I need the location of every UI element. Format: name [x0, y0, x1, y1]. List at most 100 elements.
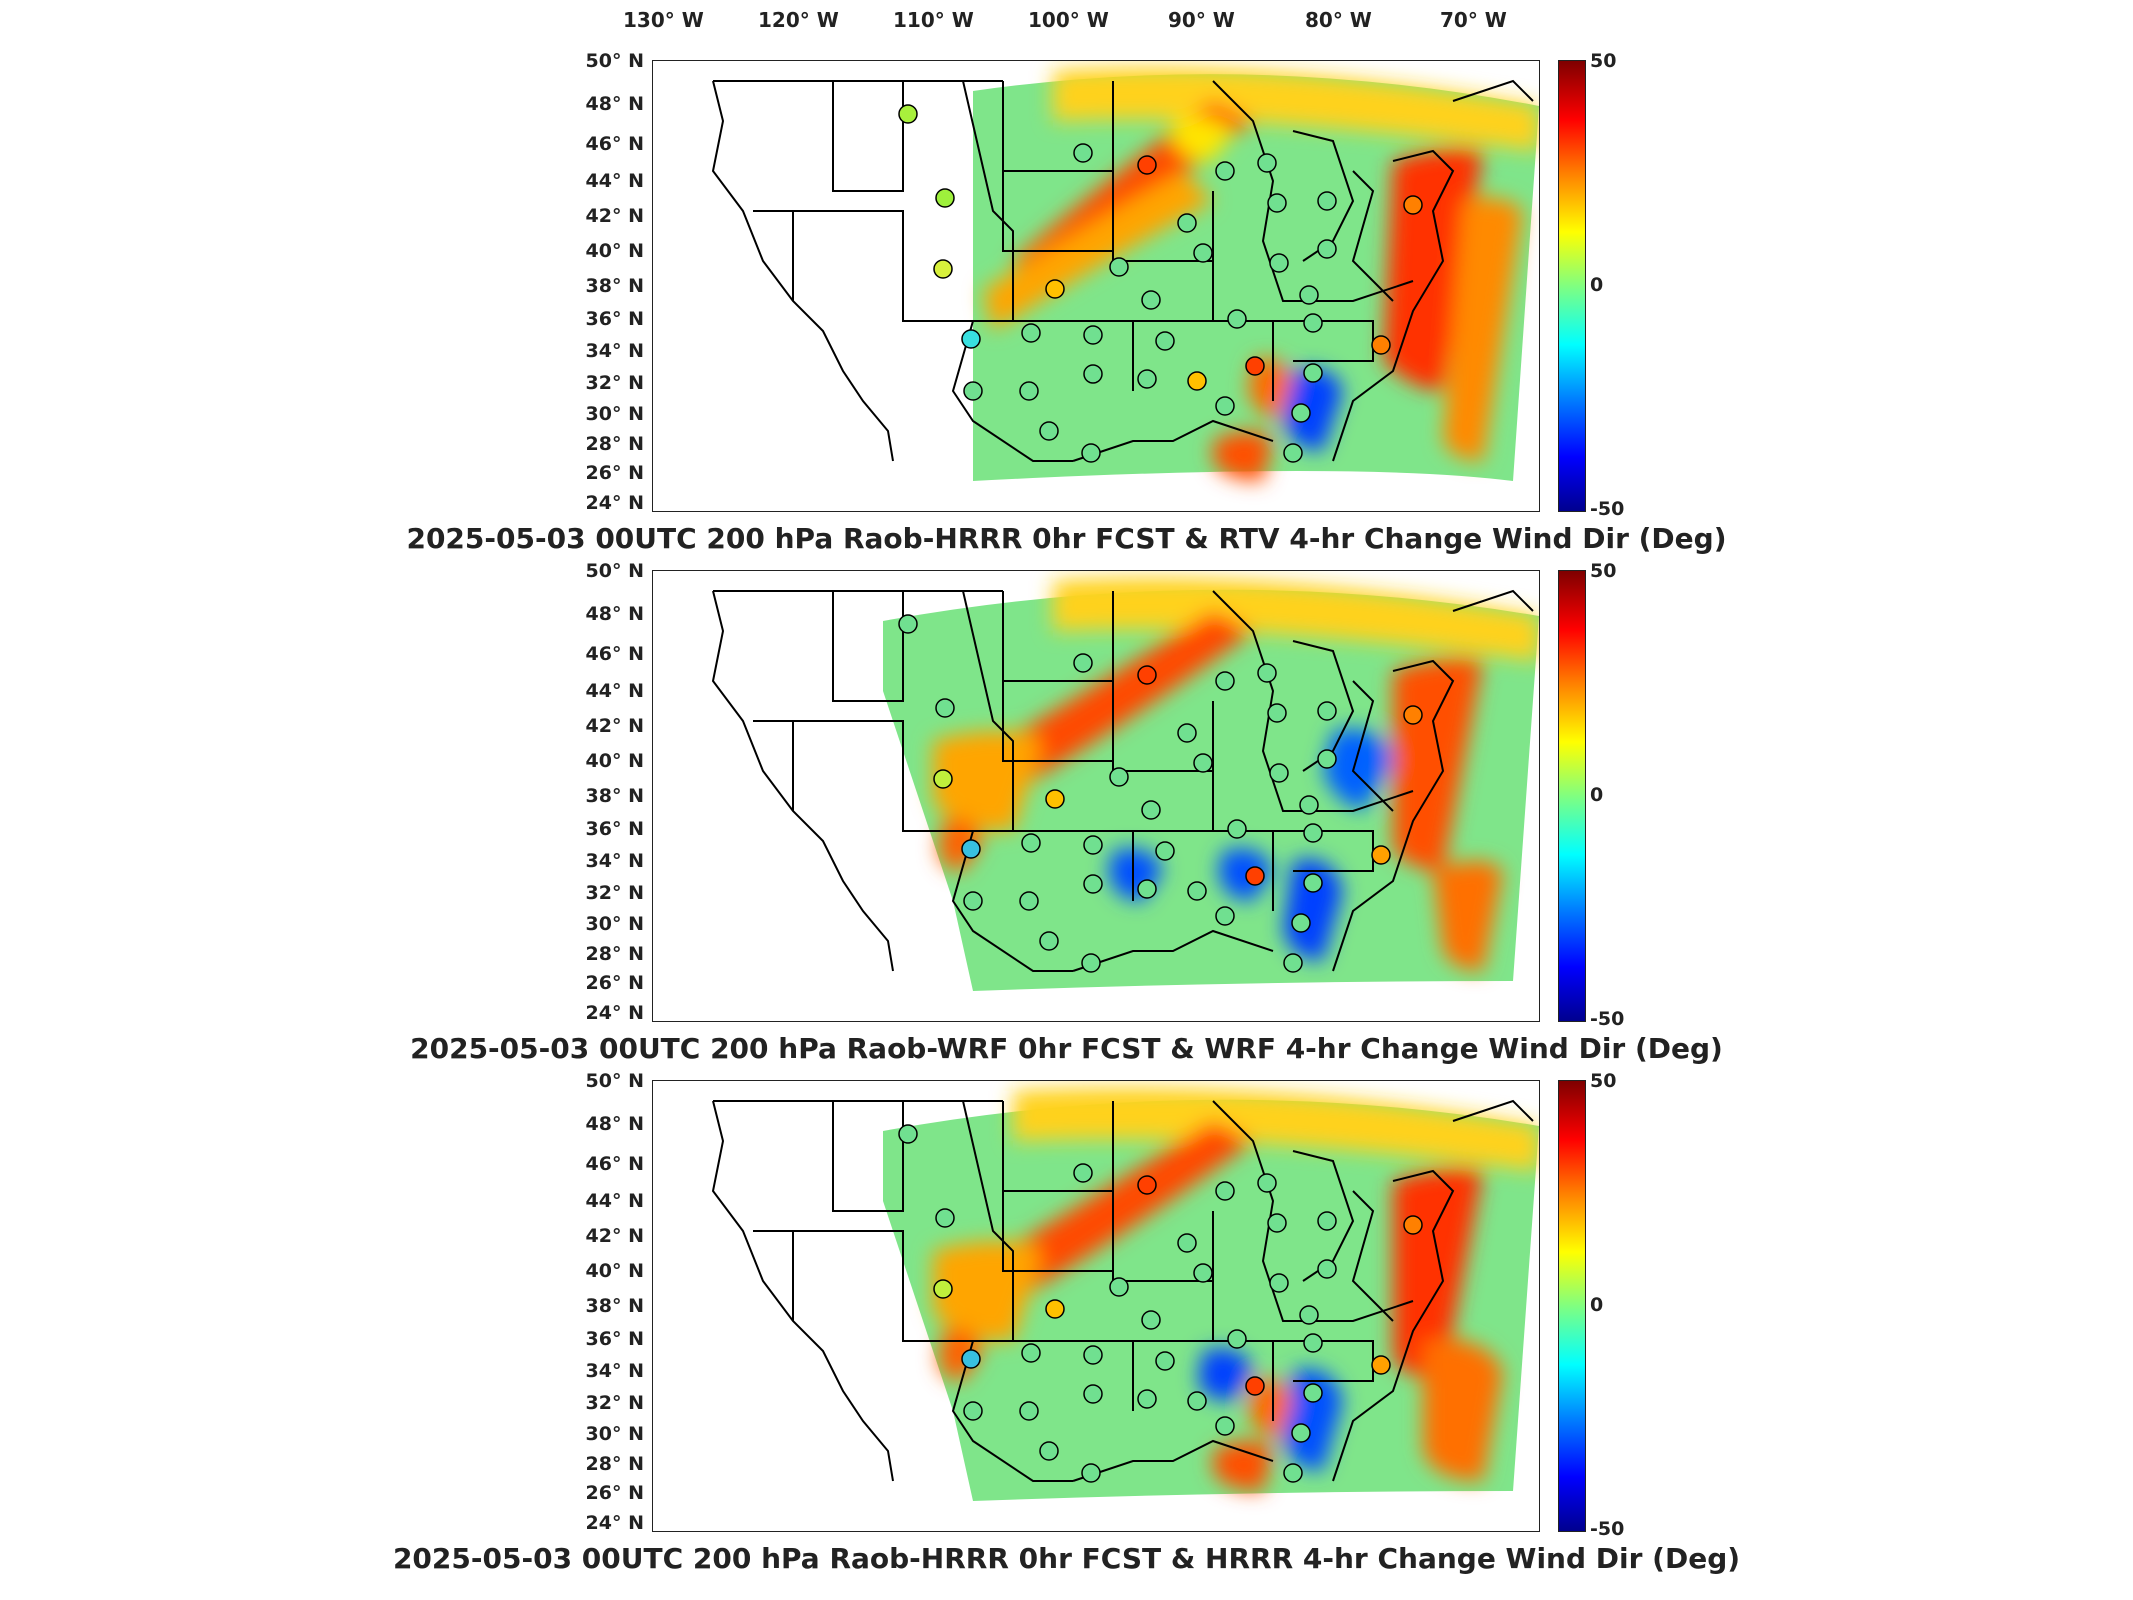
- lat-label: 36° N: [585, 308, 644, 330]
- station-marker: [961, 1349, 981, 1369]
- station-marker: [961, 329, 981, 349]
- lat-label: 50° N: [585, 1070, 644, 1092]
- station-marker: [963, 1401, 983, 1421]
- field-band: [1198, 1348, 1253, 1401]
- lat-label: 24° N: [585, 1002, 644, 1024]
- station-marker: [1245, 1376, 1265, 1396]
- lat-label: 44° N: [585, 1190, 644, 1212]
- station-marker: [1141, 800, 1161, 820]
- wind-direction-field: [883, 1087, 1539, 1501]
- lat-label: 44° N: [585, 170, 644, 192]
- coastline: [1452, 589, 1534, 612]
- lat-label: 32° N: [585, 882, 644, 904]
- field-band: [933, 1241, 1043, 1341]
- lon-label: 90° W: [1168, 8, 1235, 32]
- state-boundaries: [711, 1099, 1534, 1482]
- lat-label: 36° N: [585, 1328, 644, 1350]
- coastline: [1332, 659, 1455, 972]
- colorbar-max-label: 50: [1590, 560, 1617, 582]
- raob-stations: [898, 614, 1423, 973]
- station-marker: [1083, 835, 1103, 855]
- station-marker: [1073, 653, 1093, 673]
- station-marker: [1193, 243, 1213, 263]
- station-marker: [1141, 1310, 1161, 1330]
- station-marker: [1141, 290, 1161, 310]
- field-band: [1053, 67, 1539, 151]
- station-marker: [1021, 833, 1041, 853]
- state-boundaries: [711, 79, 1534, 462]
- station-marker: [1269, 763, 1289, 783]
- station-marker: [1019, 891, 1039, 911]
- colorbar-max-label: 50: [1590, 1070, 1617, 1092]
- lat-label: 34° N: [585, 340, 644, 362]
- lat-label: 40° N: [585, 240, 644, 262]
- lat-label: 40° N: [585, 1260, 644, 1282]
- coastline: [1452, 79, 1534, 102]
- field-background: [883, 589, 1539, 991]
- station-marker: [1403, 1215, 1423, 1235]
- lat-label: 40° N: [585, 750, 644, 772]
- lon-label: 120° W: [758, 8, 839, 32]
- colorbar-min-label: -50: [1590, 1008, 1625, 1030]
- lat-label: 44° N: [585, 680, 644, 702]
- station-marker: [1299, 285, 1319, 305]
- lat-label: 48° N: [585, 1113, 644, 1135]
- station-marker: [1269, 1273, 1289, 1293]
- lat-label: 26° N: [585, 1482, 644, 1504]
- boundary: [1212, 590, 1414, 812]
- station-marker: [1303, 363, 1323, 383]
- station-marker: [1019, 1401, 1039, 1421]
- station-marker: [1371, 1355, 1391, 1375]
- station-marker: [1215, 671, 1235, 691]
- station-marker: [1137, 665, 1157, 685]
- station-marker: [1083, 1345, 1103, 1365]
- lat-label: 30° N: [585, 913, 644, 935]
- boundary: [832, 591, 904, 702]
- boundary: [1012, 1271, 1134, 1411]
- boundary: [1351, 170, 1394, 302]
- station-marker: [1245, 356, 1265, 376]
- colorbar-mid-label: 0: [1590, 1294, 1604, 1316]
- lat-label: 38° N: [585, 275, 644, 297]
- field-band: [1213, 1441, 1273, 1491]
- station-marker: [1227, 819, 1247, 839]
- lat-label: 48° N: [585, 603, 644, 625]
- station-marker: [1109, 767, 1129, 787]
- boundary: [1002, 681, 1113, 762]
- station-marker: [1073, 143, 1093, 163]
- lat-label: 32° N: [585, 372, 644, 394]
- station-marker: [1317, 1211, 1337, 1231]
- lon-label: 100° W: [1028, 8, 1109, 32]
- boundary: [1351, 1190, 1394, 1322]
- boundary: [1012, 761, 1134, 901]
- station-marker: [1317, 1259, 1337, 1279]
- coastline: [1072, 1439, 1274, 1482]
- station-marker: [1215, 1416, 1235, 1436]
- station-marker: [1019, 381, 1039, 401]
- lat-label: 38° N: [585, 1295, 644, 1317]
- longitude-axis: 130° W 120° W 110° W 100° W 90° W 80° W …: [0, 0, 2133, 40]
- coastline: [1452, 1099, 1534, 1122]
- lat-label: 30° N: [585, 1423, 644, 1445]
- raob-stations: [898, 1124, 1423, 1483]
- colorbar: [1558, 1080, 1586, 1532]
- station-marker: [1283, 953, 1303, 973]
- station-marker: [1269, 253, 1289, 273]
- station-marker: [1227, 309, 1247, 329]
- station-marker: [1137, 155, 1157, 175]
- station-marker: [1177, 1233, 1197, 1253]
- station-marker: [1303, 1333, 1323, 1353]
- station-marker: [933, 1279, 953, 1299]
- station-marker: [1267, 703, 1287, 723]
- boundary: [832, 1101, 904, 1212]
- station-marker: [1083, 1384, 1103, 1404]
- colorbar: [1558, 570, 1586, 1022]
- boundary: [1351, 680, 1394, 812]
- field-band: [933, 731, 1043, 831]
- station-marker: [1021, 323, 1041, 343]
- boundary: [1002, 171, 1113, 252]
- station-marker: [1245, 866, 1265, 886]
- station-marker: [1317, 749, 1337, 769]
- station-marker: [1283, 443, 1303, 463]
- station-marker: [961, 839, 981, 859]
